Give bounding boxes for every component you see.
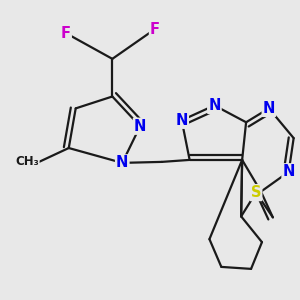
Text: F: F <box>150 22 160 37</box>
Text: N: N <box>283 164 295 179</box>
Text: N: N <box>116 155 128 170</box>
Text: N: N <box>176 113 188 128</box>
Text: N: N <box>263 101 275 116</box>
Text: N: N <box>134 119 146 134</box>
Text: S: S <box>251 185 261 200</box>
Text: F: F <box>61 26 71 40</box>
Text: N: N <box>208 98 220 113</box>
Text: CH₃: CH₃ <box>15 155 39 168</box>
